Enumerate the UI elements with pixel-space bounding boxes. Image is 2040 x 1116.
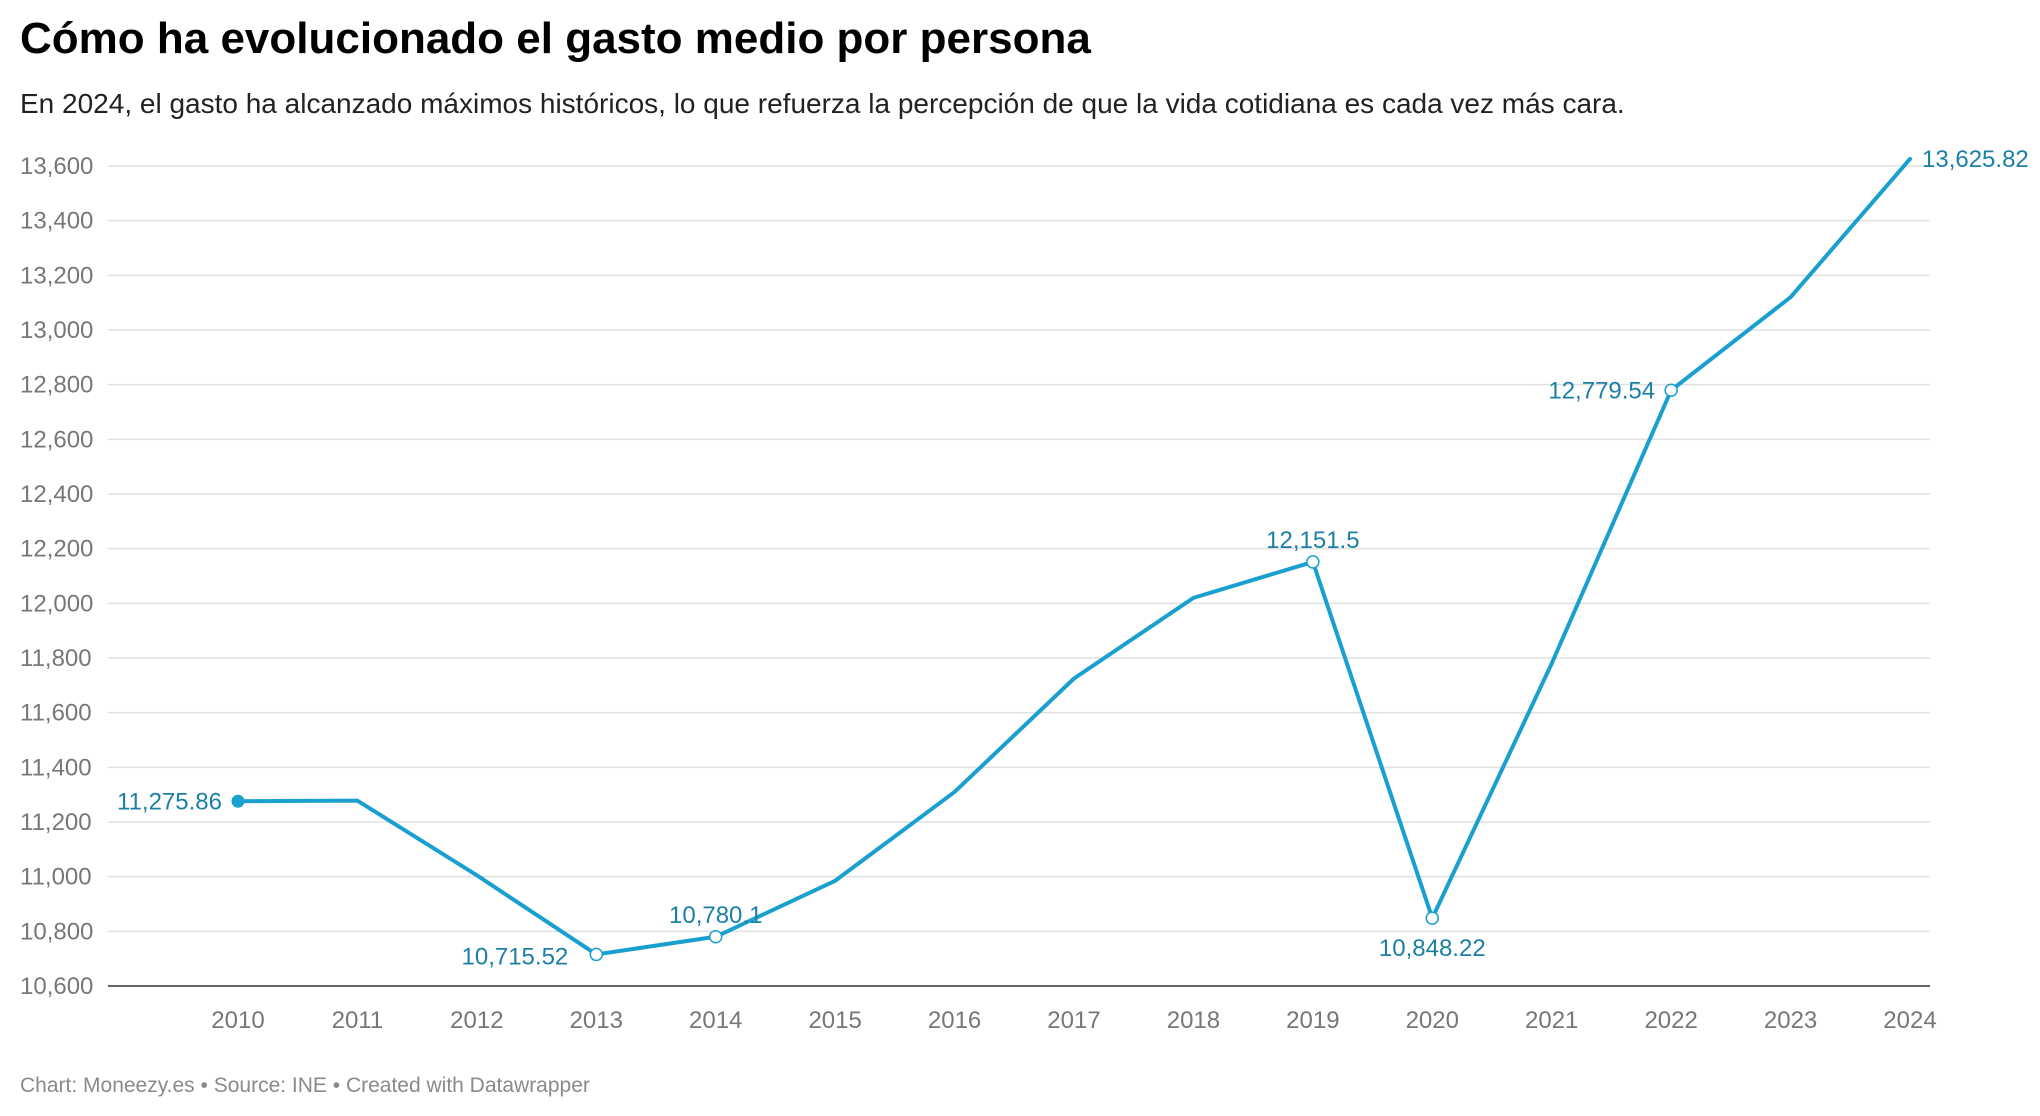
- data-label: 12,779.54: [1548, 377, 1655, 404]
- x-tick-label: 2021: [1525, 1007, 1578, 1034]
- y-tick-label: 13,000: [20, 317, 93, 344]
- x-tick-label: 2020: [1406, 1007, 1459, 1034]
- x-tick-label: 2017: [1047, 1007, 1100, 1034]
- x-tick-label: 2010: [211, 1007, 264, 1034]
- x-tick-label: 2019: [1286, 1007, 1339, 1034]
- data-point: [1664, 383, 1678, 398]
- series-line: [236, 156, 1912, 957]
- y-tick-label: 12,000: [20, 590, 93, 617]
- series-lines: [236, 156, 1912, 957]
- y-tick-label: 13,600: [20, 153, 93, 180]
- x-tick-label: 2022: [1644, 1007, 1697, 1034]
- x-tick-label: 2012: [450, 1007, 503, 1034]
- chart-subtitle: En 2024, el gasto ha alcanzado máximos h…: [20, 88, 1625, 119]
- x-tick-label: 2011: [332, 1007, 384, 1034]
- data-point: [589, 947, 604, 962]
- y-tick-label: 11,400: [20, 754, 92, 781]
- data-points: [231, 383, 1678, 962]
- y-axis-ticks: 10,600 10,800 11,000 11,200 11,400 11,600 11,8…: [20, 153, 93, 1000]
- grid-lines: [108, 165, 1930, 987]
- data-label: 10,715.52: [462, 943, 569, 970]
- y-tick-label: 12,200: [20, 536, 93, 563]
- y-tick-label: 11,200: [20, 809, 92, 836]
- data-point: [1306, 555, 1320, 569]
- x-tick-label: 2024: [1883, 1007, 1936, 1034]
- x-tick-label: 2014: [689, 1007, 742, 1034]
- x-tick-label: 2013: [570, 1007, 623, 1034]
- y-tick-label: 13,200: [20, 262, 93, 289]
- x-axis-ticks: 2010 2011 2012 2013 2014 2015 2016 2017 2018 2019…: [211, 1007, 1936, 1034]
- data-label: 11,275.86: [117, 788, 222, 815]
- y-tick-label: 12,600: [20, 426, 93, 453]
- data-point: [231, 794, 245, 808]
- y-tick-label: 10,600: [20, 973, 93, 1000]
- y-tick-label: 11,000: [20, 864, 92, 891]
- x-tick-label: 2023: [1764, 1007, 1817, 1034]
- data-label: 12,151.5: [1266, 527, 1359, 554]
- y-tick-label: 11,600: [20, 700, 92, 727]
- x-tick-label: 2016: [928, 1007, 981, 1034]
- data-point: [1425, 911, 1440, 925]
- data-label: 10,780.1: [669, 902, 762, 929]
- data-point: [708, 930, 723, 944]
- y-tick-label: 11,800: [20, 645, 92, 672]
- data-label: 10,848.22: [1379, 935, 1486, 962]
- y-tick-label: 13,400: [20, 208, 93, 235]
- y-tick-label: 12,800: [20, 372, 93, 399]
- y-tick-label: 12,400: [20, 481, 93, 508]
- x-tick-label: 2015: [808, 1007, 861, 1034]
- chart-footer: Chart: Moneezy.es • Source: INE • Create…: [20, 1074, 590, 1097]
- data-labels: 11,275.86 10,715.52 10,780.1 12,151.5 10,848…: [117, 146, 2029, 970]
- data-label: 13,625.82: [1922, 146, 2029, 173]
- y-tick-label: 10,800: [20, 918, 93, 945]
- x-tick-label: 2018: [1167, 1007, 1220, 1034]
- chart-title: Cómo ha evolucionado el gasto medio por …: [20, 14, 1091, 63]
